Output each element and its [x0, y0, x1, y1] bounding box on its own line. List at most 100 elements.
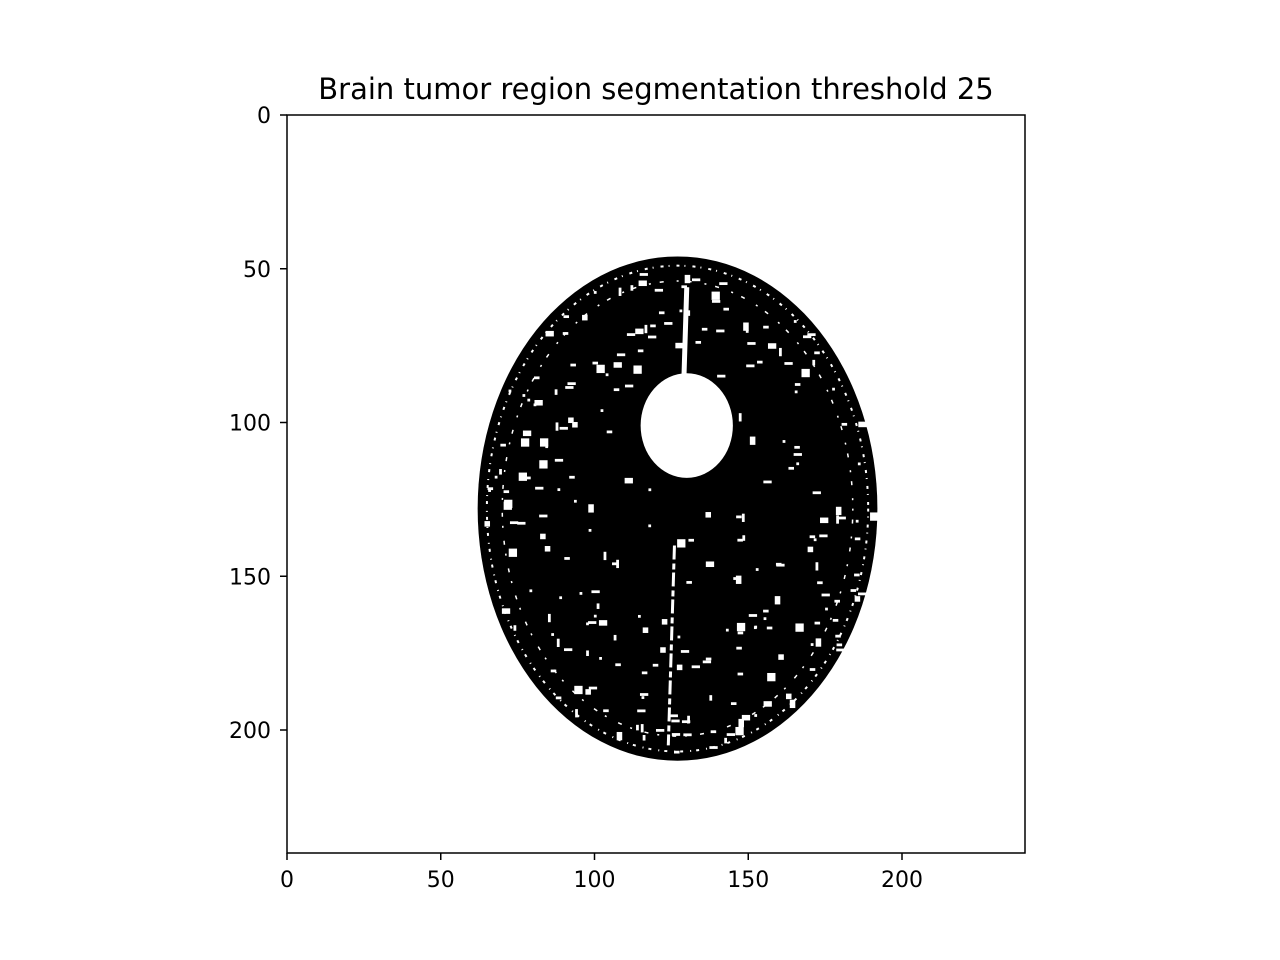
speckle-mark	[642, 735, 646, 741]
speckle-mark	[557, 488, 561, 492]
speckle-mark	[626, 333, 636, 336]
skull-edge-speckle	[485, 264, 870, 753]
speckle-mark	[487, 487, 494, 491]
speckle-mark	[803, 335, 812, 339]
speckle-mark	[533, 403, 537, 407]
speckle-mark	[736, 646, 742, 650]
y-tick-label: 0	[257, 104, 271, 129]
speckle-mark	[742, 535, 746, 541]
speckle-mark	[774, 596, 781, 605]
speckle-mark	[513, 625, 517, 631]
speckle-mark	[591, 590, 600, 594]
speckle-mark	[559, 426, 568, 430]
speckle-mark	[574, 685, 583, 695]
speckle-mark	[615, 663, 621, 667]
speckle-mark	[605, 373, 609, 377]
speckle-mark	[556, 638, 560, 648]
speckle-mark	[677, 539, 686, 548]
speckle-mark	[710, 730, 717, 734]
speckle-mark	[616, 559, 619, 569]
speckle-mark	[747, 342, 756, 345]
speckle-mark	[837, 516, 846, 520]
speckle-mark	[691, 278, 701, 282]
speckle-mark	[494, 475, 498, 479]
speckle-mark	[644, 324, 648, 334]
speckle-mark	[705, 657, 712, 661]
speckle-mark	[835, 634, 841, 638]
speckle-mark	[508, 548, 518, 557]
x-tick-label: 100	[574, 868, 616, 893]
speckle-mark	[660, 647, 666, 653]
speckle-mark	[735, 575, 742, 584]
speckle-mark	[711, 291, 720, 300]
speckle-mark	[850, 589, 857, 592]
speckle-mark	[819, 534, 828, 538]
speckle-mark	[754, 714, 758, 717]
speckle-mark	[709, 746, 718, 749]
speckle-mark	[821, 593, 830, 597]
speckle-mark	[741, 513, 745, 522]
speckle-mark	[648, 488, 652, 492]
speckle-mark	[585, 689, 591, 695]
speckle-mark	[857, 592, 867, 596]
speckle-mark	[518, 472, 527, 481]
speckle-mark	[711, 300, 721, 303]
midline-fissure-bottom	[666, 545, 676, 746]
speckle-mark	[484, 521, 491, 527]
speckle-mark	[683, 733, 692, 737]
speckle-mark	[650, 324, 656, 328]
speckle-mark	[588, 686, 598, 690]
speckle-mark	[596, 603, 600, 609]
speckle-mark	[616, 731, 623, 741]
y-tick-label: 50	[243, 258, 271, 283]
speckle-mark	[785, 693, 792, 700]
speckle-mark	[686, 581, 692, 584]
speckle-mark	[835, 506, 842, 516]
speckle-mark	[648, 524, 652, 528]
speckle-mark	[858, 421, 867, 428]
speckle-mark	[539, 514, 548, 518]
x-axis: 0 50 100 150 200	[280, 853, 923, 893]
speckle-mark	[636, 724, 639, 731]
speckle-mark	[815, 562, 819, 571]
speckle-mark	[723, 307, 729, 311]
speckle-mark	[725, 628, 729, 632]
speckle-mark	[795, 623, 804, 632]
speckle-mark	[572, 421, 578, 428]
speckle-mark	[671, 733, 681, 736]
speckle-mark	[767, 672, 776, 682]
speckle-mark	[813, 538, 817, 542]
speckle-mark	[613, 634, 617, 641]
speckle-mark	[639, 693, 649, 696]
speckle-mark	[567, 382, 576, 386]
speckle-mark	[763, 480, 772, 484]
speckle-mark	[717, 374, 726, 378]
speckle-mark	[726, 733, 736, 736]
speckle-mark	[789, 699, 796, 709]
speckle-mark	[592, 361, 599, 365]
speckle-mark	[793, 453, 802, 456]
speckle-mark	[775, 562, 782, 566]
speckle-mark	[568, 417, 574, 424]
speckle-mark	[517, 521, 526, 525]
speckle-mark	[793, 320, 797, 323]
speckle-mark	[766, 626, 773, 630]
speckle-mark	[681, 720, 691, 724]
speckle-mark	[613, 362, 622, 368]
speckle-mark	[814, 621, 821, 625]
segmentation-image	[477, 256, 879, 761]
x-tick-label: 200	[881, 868, 923, 893]
brain-mask	[477, 256, 878, 761]
speckle-mark	[737, 538, 743, 542]
speckle-mark	[763, 609, 769, 613]
speckle-mark	[664, 322, 673, 325]
speckle-mark	[814, 351, 820, 355]
speckle-mark	[817, 581, 823, 585]
speckle-mark	[547, 613, 551, 623]
speckle-mark	[705, 512, 712, 518]
speckle-mark	[671, 719, 680, 723]
speckle-mark	[624, 477, 633, 484]
speckle-mark	[624, 384, 634, 388]
speckle-mark	[746, 364, 755, 368]
